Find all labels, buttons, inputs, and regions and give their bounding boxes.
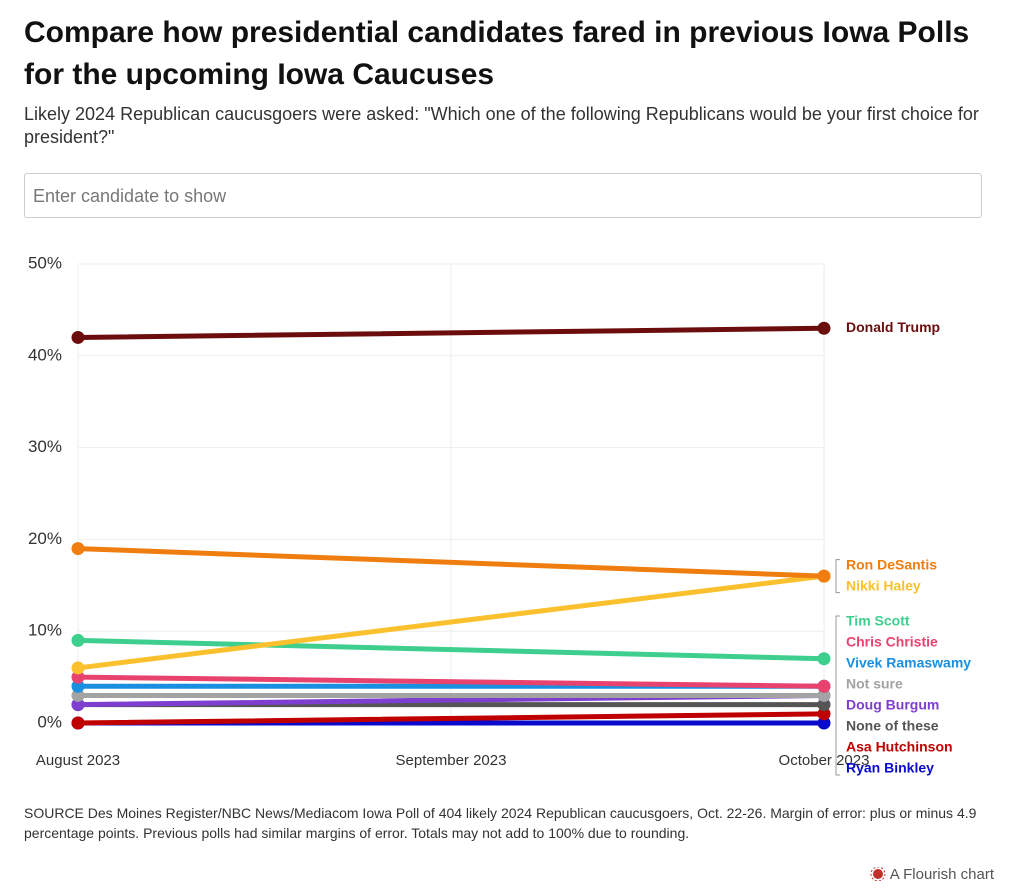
series-line — [75, 573, 827, 671]
search-placeholder: Enter candidate to show — [33, 186, 227, 206]
data-point — [71, 679, 85, 693]
data-point — [817, 569, 831, 583]
data-point — [71, 542, 85, 556]
y-tick-label: 30% — [28, 437, 62, 456]
y-tick-label: 40% — [28, 345, 62, 364]
data-point — [817, 321, 831, 335]
data-point — [71, 633, 85, 647]
series-line — [75, 674, 827, 689]
data-point — [71, 670, 85, 684]
data-point — [71, 688, 85, 702]
series-label: Ryan Binkley — [846, 760, 934, 776]
series-line — [75, 637, 827, 662]
series-line — [75, 546, 827, 579]
series-label: Vivek Ramaswamy — [846, 655, 971, 671]
credit-text: A Flourish chart — [889, 866, 994, 883]
x-tick-label: August 2023 — [36, 752, 120, 769]
label-bracket — [835, 615, 840, 776]
data-point — [817, 679, 831, 693]
data-point — [817, 688, 831, 702]
y-tick-label: 50% — [28, 253, 62, 272]
data-point — [817, 652, 831, 666]
title: Compare how presidential candidates fare… — [24, 16, 970, 91]
data-point — [71, 661, 85, 675]
series-label: Doug Burgum — [846, 697, 939, 713]
x-tick-label: October 2023 — [779, 752, 870, 769]
series-line — [75, 711, 827, 726]
series-label: Chris Christie — [846, 634, 938, 650]
series-label: Nikki Haley — [846, 577, 921, 593]
credit: A Flourish chart — [870, 866, 994, 883]
series-label: Tim Scott — [846, 613, 910, 629]
series-label: Ron DeSantis — [846, 556, 937, 572]
data-point — [71, 330, 85, 344]
data-point — [71, 716, 85, 730]
data-point — [71, 698, 85, 712]
series-label: Donald Trump — [846, 319, 940, 335]
data-point — [817, 707, 831, 721]
series-label: Not sure — [846, 676, 903, 692]
x-tick-label: September 2023 — [396, 752, 507, 769]
chart: 0% 10% 20% 30% 40% 50% August 2023 September 20… — [28, 253, 971, 776]
y-tick-label: 10% — [28, 621, 62, 640]
search-box[interactable]: Enter candidate to show — [24, 173, 982, 218]
subtitle: Likely 2024 Republican caucusgoers were … — [24, 104, 979, 147]
series-line — [75, 325, 827, 340]
series-label: Asa Hutchinson — [846, 739, 953, 755]
source-note: SOURCE Des Moines Register/NBC News/Medi… — [24, 805, 977, 841]
data-point — [817, 716, 831, 730]
y-tick-label: 20% — [28, 529, 62, 548]
y-tick-label: 0% — [37, 712, 62, 731]
flourish-logo — [870, 866, 886, 882]
series-label: None of these — [846, 718, 939, 734]
data-point — [817, 698, 831, 712]
label-bracket — [835, 559, 840, 594]
